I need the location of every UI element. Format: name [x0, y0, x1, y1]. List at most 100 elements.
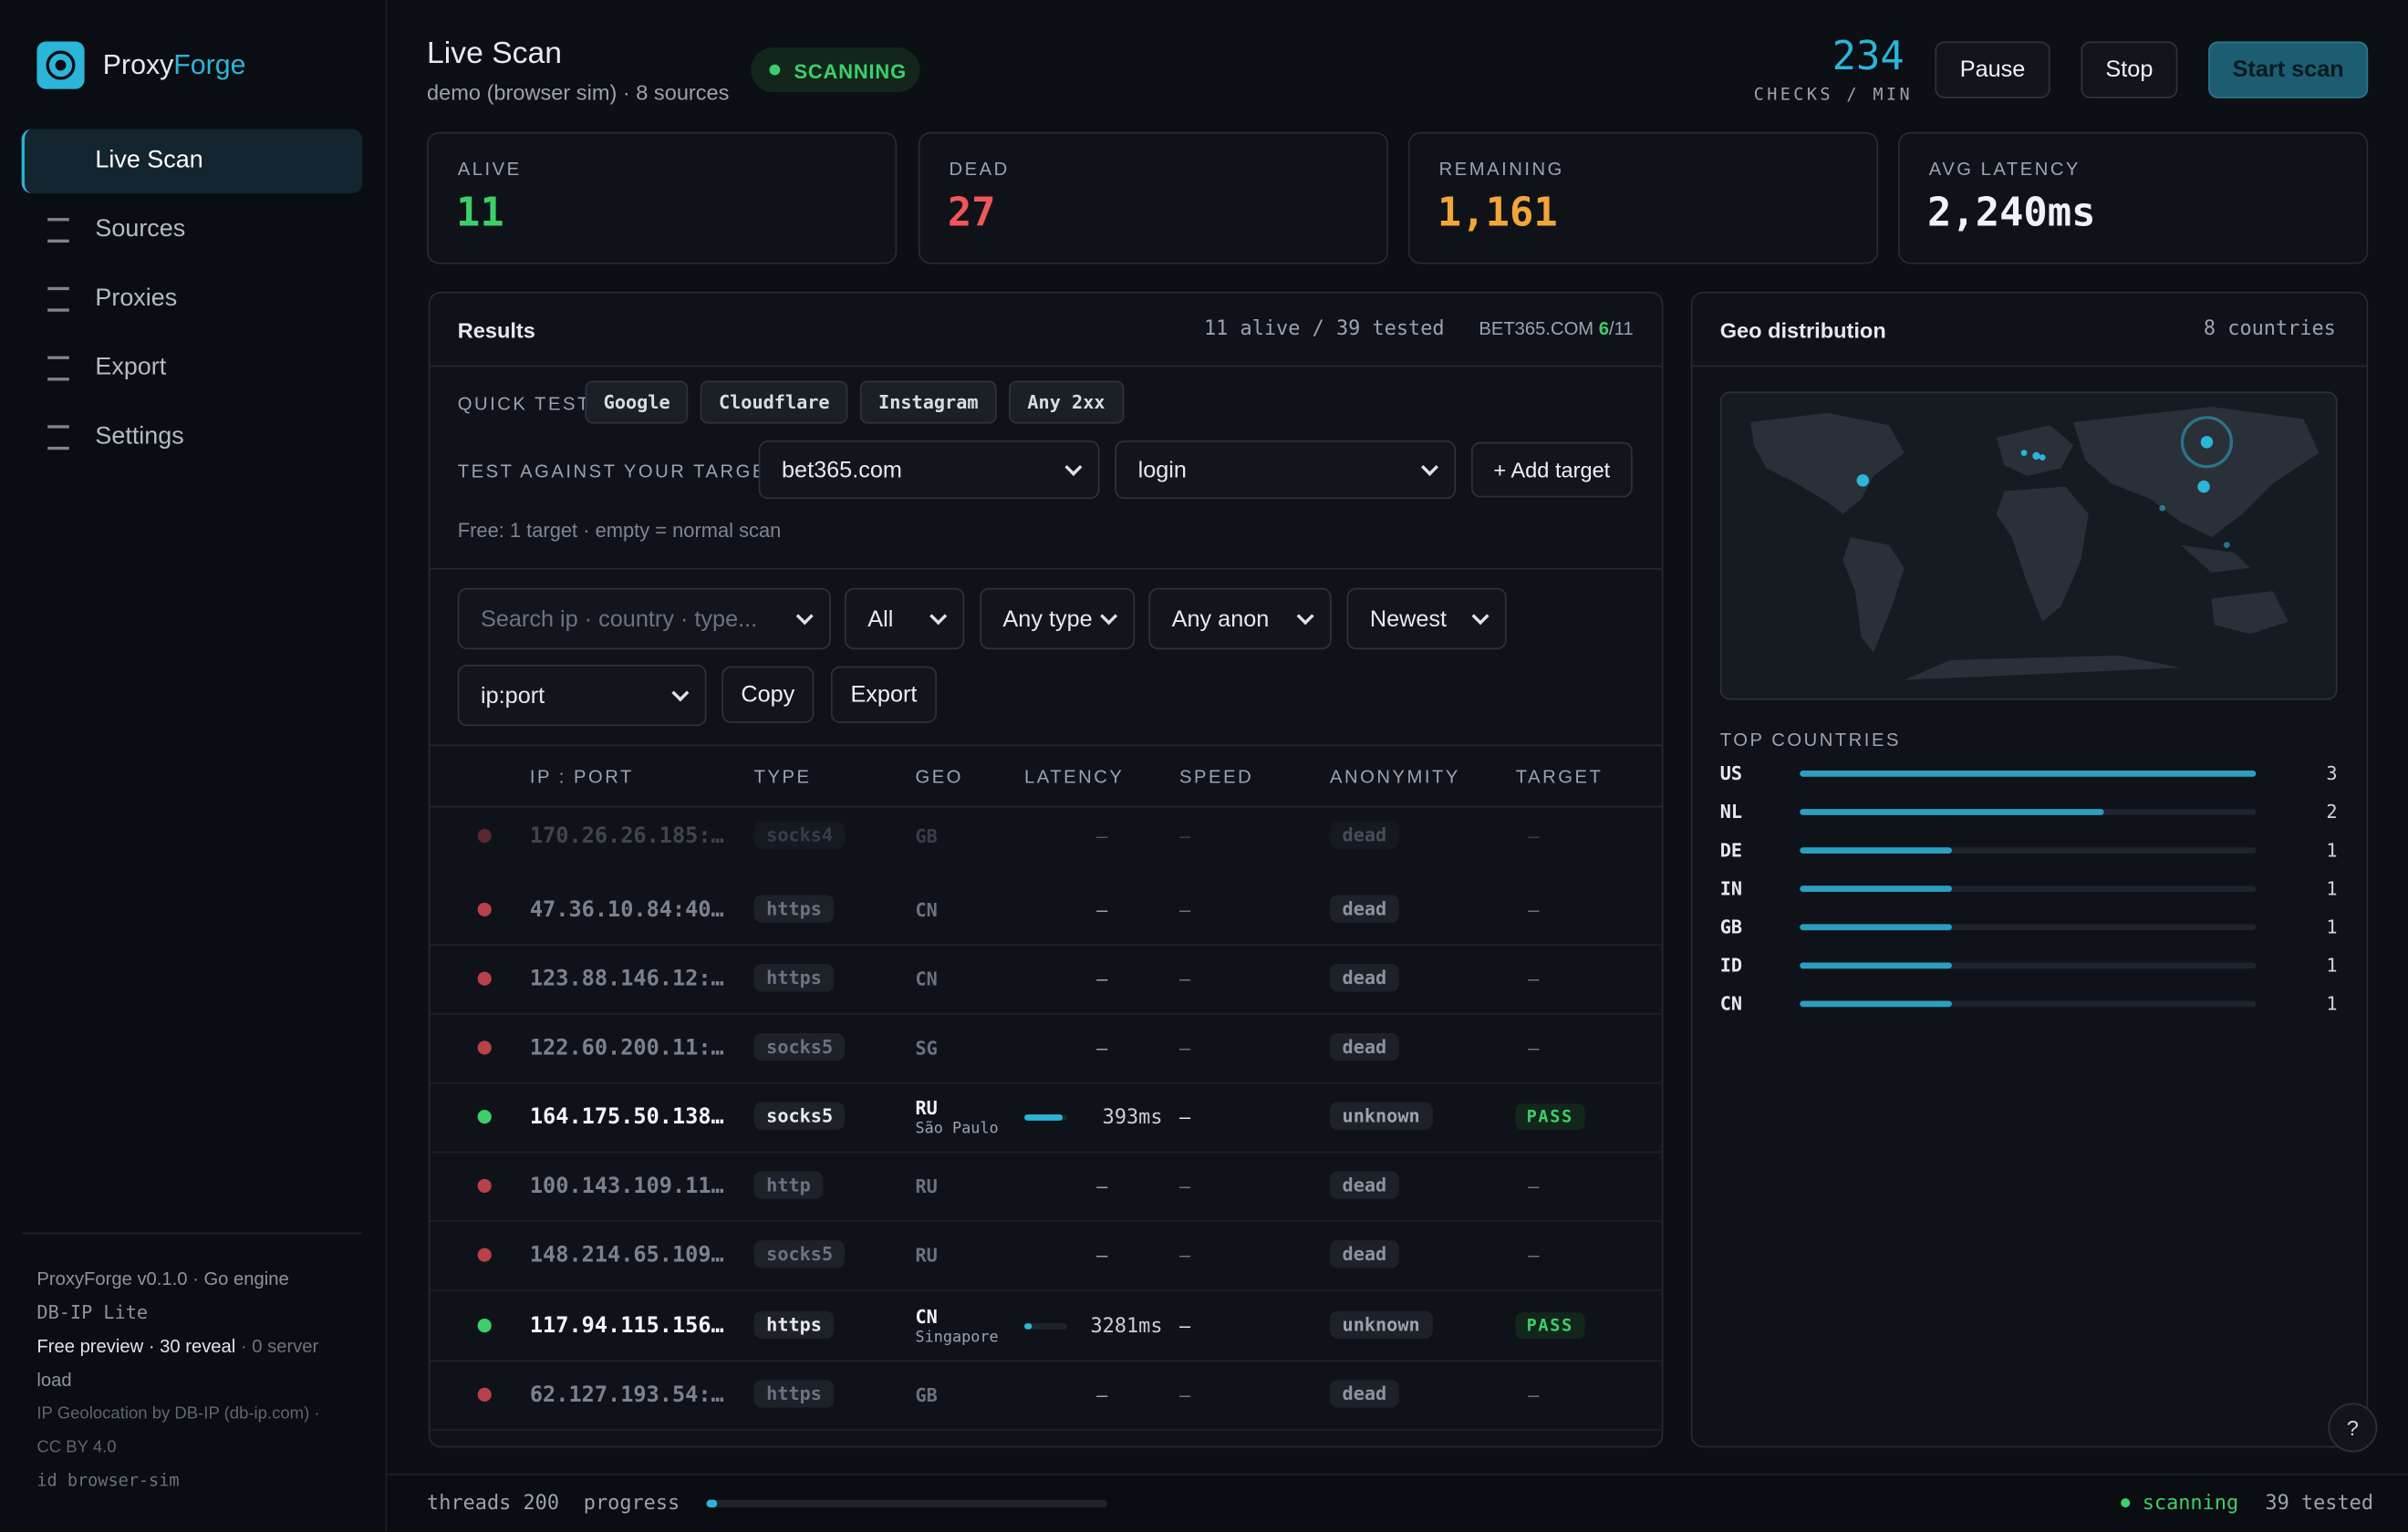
nav-icon	[47, 425, 69, 450]
row-divider	[430, 1082, 1662, 1084]
geo: RU	[915, 1175, 938, 1198]
quick-chip[interactable]: Instagram	[859, 380, 997, 424]
status-dot	[477, 971, 492, 986]
start-button[interactable]: Start scan	[2208, 41, 2369, 98]
copy-button[interactable]: Copy	[721, 666, 815, 723]
anonymity: dead	[1330, 895, 1399, 923]
anon-pill: dead	[1330, 1032, 1399, 1061]
anon-pill: dead	[1330, 821, 1399, 849]
filter-select[interactable]: All	[845, 587, 965, 650]
filter-select[interactable]: Newest	[1346, 587, 1507, 650]
target-host: BET365.COM	[1479, 317, 1594, 340]
divider	[430, 365, 1662, 367]
latency: 393ms	[1102, 1106, 1163, 1130]
brand-a: Proxy	[102, 48, 174, 80]
geo: CN	[915, 968, 938, 990]
column-header: TARGET	[1515, 766, 1604, 788]
country-count: 1	[2326, 839, 2338, 862]
status-dot	[477, 1178, 492, 1193]
host-input[interactable]: bet365.com	[758, 440, 1100, 500]
type: socks5	[753, 1032, 846, 1061]
format: ip:port	[480, 682, 545, 709]
nav-item[interactable]	[21, 129, 363, 194]
host: bet365.com	[781, 456, 902, 483]
format-select[interactable]: ip:port	[457, 664, 707, 727]
type-pill: https	[753, 895, 835, 923]
divider	[430, 744, 1662, 747]
nav-item[interactable]	[22, 198, 363, 263]
type-pill: socks5	[753, 1240, 846, 1268]
geo-title: Geo distribution	[1719, 317, 1886, 343]
pause-button[interactable]: Pause	[1935, 41, 2050, 98]
latency-track	[1024, 1323, 1068, 1330]
target: PASS	[1515, 1312, 1584, 1339]
filter-select[interactable]: Any anon	[1148, 587, 1332, 650]
status-badge: SCANNING	[751, 47, 920, 93]
row-divider	[430, 1151, 1662, 1154]
nav-label: Sources	[95, 216, 186, 243]
type: http	[753, 1171, 824, 1199]
nav-item[interactable]	[22, 405, 363, 470]
progress-label: progress	[583, 1492, 680, 1516]
country-count: 3	[2326, 762, 2338, 785]
country-code: DE	[1719, 839, 1743, 862]
nav-label: Export	[95, 354, 167, 381]
speed: –	[1179, 1313, 1191, 1338]
anonymity: dead	[1330, 1171, 1399, 1199]
quick-chip[interactable]: Cloudflare	[700, 380, 848, 424]
keyword-input[interactable]: login	[1115, 440, 1457, 500]
filter-value: All	[867, 606, 894, 632]
stat-label: REMAINING	[1438, 158, 1564, 180]
nav-item[interactable]	[22, 336, 363, 401]
column-header: SPEED	[1179, 766, 1254, 788]
type: https	[753, 1380, 835, 1408]
target: –	[1528, 1243, 1540, 1267]
filter-value: Any anon	[1171, 606, 1270, 632]
row-divider	[430, 944, 1662, 946]
status-dot	[477, 1387, 492, 1402]
target: –	[1528, 1036, 1540, 1060]
geo: GB	[915, 825, 938, 848]
latency: –	[1096, 1382, 1108, 1406]
target: –	[1528, 823, 1540, 848]
country-count: 1	[2326, 993, 2338, 1015]
type: https	[753, 1310, 835, 1339]
country-track	[1800, 847, 2257, 854]
geo: RU	[915, 1097, 938, 1120]
anon-pill: dead	[1330, 1240, 1399, 1268]
nav-label: Settings	[95, 423, 184, 450]
search-input[interactable]: Search ip · country · type...	[457, 587, 831, 650]
nav-label: Proxies	[95, 285, 178, 312]
nav-item[interactable]	[22, 267, 363, 332]
latency-bar	[1024, 1323, 1033, 1330]
add-target[interactable]: + Add target	[1470, 441, 1633, 498]
filter-select[interactable]: Any type	[980, 587, 1136, 650]
target-summary: BET365.COM 6/11	[1479, 317, 1633, 339]
export-button[interactable]: Export	[830, 666, 938, 723]
progress-track	[706, 1499, 1107, 1508]
quick-chip[interactable]: Google	[585, 380, 689, 424]
target: –	[1528, 967, 1540, 990]
version: ProxyForge v0.1.0 · Go engine	[36, 1268, 289, 1290]
anon-pill: dead	[1330, 1171, 1399, 1199]
type: socks5	[753, 1240, 846, 1268]
status-dot	[477, 1247, 492, 1262]
speed: –	[1179, 823, 1191, 848]
type-pill: https	[753, 964, 835, 992]
target: –	[1528, 897, 1540, 922]
stop-button[interactable]: Stop	[2081, 41, 2178, 98]
anon-pill: unknown	[1330, 1102, 1433, 1130]
brand: ProxyForge	[103, 49, 246, 81]
anon-pill: dead	[1330, 964, 1399, 992]
country-track	[1800, 962, 2257, 969]
type-pill: socks4	[753, 821, 846, 849]
credit: IP Geolocation by DB-IP (db-ip.com) ·	[36, 1404, 320, 1423]
anon-pill: unknown	[1330, 1310, 1433, 1339]
geo-summary: 8 countries	[2203, 317, 2336, 341]
quick-chip[interactable]: Any 2xx	[1009, 380, 1124, 424]
plan: Free preview	[36, 1335, 144, 1358]
stat-card	[427, 131, 898, 264]
ip: 123.88.146.12:…	[529, 967, 724, 992]
speed: –	[1179, 1105, 1191, 1129]
help-button[interactable]: ?	[2328, 1403, 2378, 1453]
